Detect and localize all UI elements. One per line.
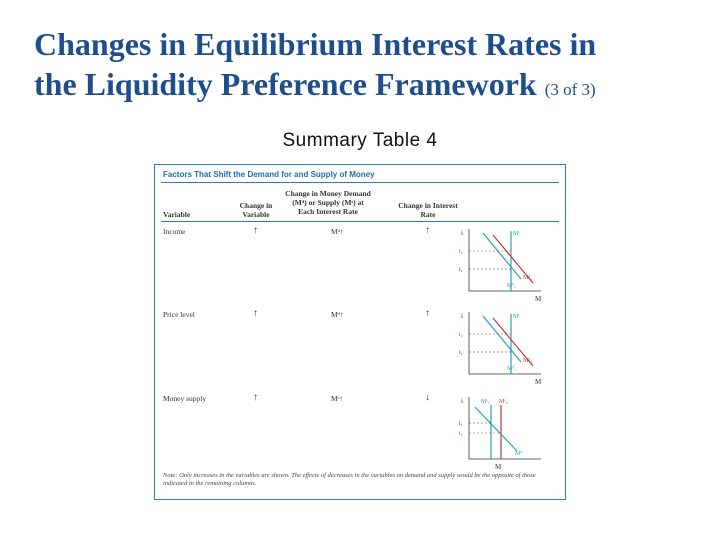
row-income-effect: Mᵈ↑ [331,227,344,236]
table-title: Factors That Shift the Demand for and Su… [163,170,375,179]
graph-income-axis-x: M [535,295,542,303]
graph-money-s2-label: Mˢ₂ [499,399,508,405]
graph-price-i1-label: i₁ [459,350,463,356]
header-change-rate: Change in Interest Rate [398,201,458,219]
graph-income: i M Mˢ Mᵈ₁ Mᵈ₂ i₂ i₁ [459,229,542,303]
graph-income-supply-label: Mˢ [513,231,520,237]
graph-income-d2-label: Mᵈ₂ [523,275,532,281]
table-top-rule [161,182,559,183]
row-price-change: ↑ [253,308,258,319]
title-line-2: the Liquidity Preference Framework [34,66,537,102]
graph-money-demand-label: Mᵈ [515,451,522,457]
graph-income-i2-label: i₂ [459,249,463,255]
header-variable: Variable [163,210,191,219]
row-price-rate: ↑ [425,308,430,319]
row-price-effect: Mᵈ↑ [331,310,344,319]
slide-title: Changes in Equilibrium Interest Rates in… [34,24,714,110]
graph-income-d1-label: Mᵈ₁ [507,283,516,289]
summary-table: Factors That Shift the Demand for and Su… [154,164,566,500]
row-income-rate: ↑ [425,225,430,236]
title-suffix: (3 of 3) [544,80,596,99]
demand-2-line [492,317,534,367]
demand-2-line [492,234,534,284]
graph-money: i M Mˢ₁ Mˢ₂ Mᵈ i₁ i₂ [459,397,541,471]
title-line-1: Changes in Equilibrium Interest Rates in [34,26,597,62]
row-money-change: ↑ [253,392,258,403]
graph-money-axis-y: i [461,397,463,405]
row-price-variable: Price level [163,310,195,319]
demand-1-line [482,315,522,363]
graph-price: i M Mˢ Mᵈ₁ Mᵈ₂ i₂ i₁ [459,312,542,386]
demand-line [474,406,518,452]
graph-money-i1-label: i₁ [459,421,463,427]
slide-subtitle: Summary Table 4 [282,130,438,151]
graph-price-d2-label: Mᵈ₂ [523,358,532,364]
graph-price-axis-x: M [535,378,542,386]
graph-price-d1-label: Mᵈ₁ [507,366,516,372]
graph-money-axis-x: M [495,463,502,471]
graph-income-axis-y: i [461,229,463,237]
row-income-variable: Income [163,227,186,236]
header-change-md-ms: Change in Money Demand (Mᵈ) or Supply (M… [285,189,371,216]
graph-money-i2-label: i₂ [459,431,463,437]
row-income-change: ↑ [253,225,258,236]
header-change-in-variable: Change in Variable [239,201,273,219]
graph-money-s1-label: Mˢ₁ [481,399,490,405]
graph-price-i2-label: i₂ [459,332,463,338]
row-money-variable: Money supply [163,394,207,403]
row-money-effect: Mˢ↑ [331,394,344,403]
graph-price-axis-y: i [461,312,463,320]
table-note: Note: Only increases in the variables ar… [163,472,536,487]
graph-price-supply-label: Mˢ [513,314,520,320]
row-money-rate: ↓ [425,392,430,403]
header-rule [161,221,559,222]
graph-income-i1-label: i₁ [459,267,463,273]
demand-1-line [482,232,522,280]
